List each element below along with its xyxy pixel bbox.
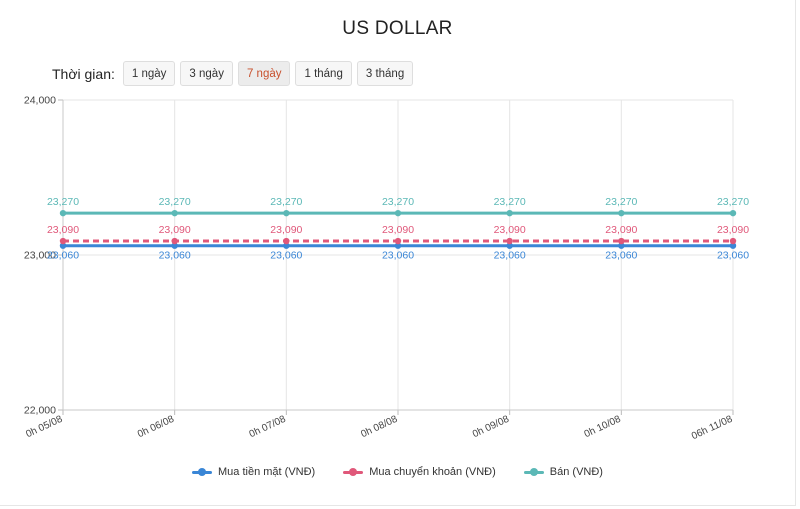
data-point-cash-buy (394, 242, 402, 249)
data-label-transfer-buy: 23,090 (605, 224, 637, 236)
y-tick-label: 22,000 (24, 405, 56, 417)
period-option-1-month[interactable]: 1 tháng (295, 61, 352, 86)
chart-legend: Mua tiền mặt (VNĐ) Mua chuyển khoản (VNĐ… (0, 466, 795, 478)
data-label-sell: 23,270 (47, 196, 79, 208)
x-tick-label: 06h 11/08 (690, 414, 735, 443)
data-label-cash-buy: 23,060 (717, 250, 749, 262)
x-tick-label: 0h 10/08 (583, 414, 623, 441)
data-point-transfer-buy (506, 237, 513, 245)
data-point-sell (729, 209, 737, 217)
legend-swatch-sell (523, 467, 544, 477)
data-point-sell (283, 209, 290, 217)
x-tick-label: 0h 06/08 (136, 414, 176, 441)
legend-item-cash-buy[interactable]: Mua tiền mặt (VNĐ) (192, 466, 315, 478)
data-label-cash-buy: 23,060 (270, 250, 302, 262)
data-point-sell (506, 209, 513, 217)
period-option-7-days[interactable]: 7 ngày (237, 61, 291, 86)
legend-label-transfer-buy: Mua chuyển khoản (VNĐ) (369, 466, 496, 478)
data-point-cash-buy (618, 242, 625, 249)
data-label-transfer-buy: 23,090 (717, 224, 749, 236)
period-selector: Thời gian: 1 ngày 3 ngày 7 ngày 1 tháng … (52, 61, 418, 86)
data-label-sell: 23,270 (382, 196, 414, 208)
data-label-transfer-buy: 23,090 (494, 224, 526, 236)
data-label-transfer-buy: 23,090 (382, 224, 414, 236)
period-option-3-months[interactable]: 3 tháng (356, 61, 414, 86)
data-point-cash-buy (506, 242, 513, 249)
data-point-transfer-buy (618, 237, 625, 245)
y-tick-label: 23,000 (24, 250, 56, 262)
line-chart: 22,000 23,000 24,000 0h 05/08 0h 06/08 0h 07/… (24, 95, 749, 443)
data-label-sell: 23,270 (717, 196, 749, 208)
data-point-cash-buy (59, 242, 67, 249)
x-tick-label: 0h 07/08 (248, 414, 288, 441)
legend-item-transfer-buy[interactable]: Mua chuyển khoản (VNĐ) (343, 466, 496, 478)
y-tick-label: 24,000 (24, 95, 56, 107)
period-option-1-day[interactable]: 1 ngày (122, 61, 176, 86)
period-label: Thời gian: (52, 65, 115, 82)
data-label-transfer-buy: 23,090 (270, 224, 302, 236)
data-point-transfer-buy (59, 237, 67, 245)
legend-label-cash-buy: Mua tiền mặt (VNĐ) (218, 466, 316, 478)
data-label-cash-buy: 23,060 (47, 250, 79, 262)
data-label-transfer-buy: 23,090 (47, 224, 79, 236)
legend-swatch-transfer-buy (343, 467, 364, 477)
period-option-3-days[interactable]: 3 ngày (180, 61, 233, 86)
chart-title: US DOLLAR (342, 18, 453, 39)
legend-item-sell[interactable]: Bán (VNĐ) (523, 466, 603, 478)
data-label-cash-buy: 23,060 (159, 250, 191, 262)
data-label-cash-buy: 23,060 (382, 250, 414, 262)
data-point-sell (59, 209, 67, 217)
data-point-transfer-buy (729, 237, 737, 245)
legend-label-sell: Bán (VNĐ) (549, 466, 603, 478)
data-point-sell (618, 209, 625, 217)
data-point-transfer-buy (171, 237, 178, 245)
data-label-transfer-buy: 23,090 (159, 224, 191, 236)
x-tick-label: 0h 08/08 (359, 414, 399, 441)
x-tick-label: 0h 05/08 (24, 414, 64, 441)
data-label-sell: 23,270 (605, 196, 637, 208)
data-label-sell: 23,270 (159, 196, 191, 208)
data-point-transfer-buy (394, 237, 402, 245)
legend-swatch-cash-buy (192, 467, 213, 477)
data-label-cash-buy: 23,060 (494, 250, 526, 262)
data-point-transfer-buy (283, 237, 290, 245)
data-point-cash-buy (283, 242, 290, 249)
data-point-sell (394, 209, 402, 217)
data-point-cash-buy (729, 242, 737, 249)
data-label-sell: 23,270 (494, 196, 526, 208)
data-label-sell: 23,270 (270, 196, 302, 208)
data-label-cash-buy: 23,060 (605, 250, 637, 262)
x-tick-label: 0h 09/08 (471, 414, 511, 441)
data-point-cash-buy (171, 242, 178, 249)
data-point-sell (171, 209, 178, 217)
